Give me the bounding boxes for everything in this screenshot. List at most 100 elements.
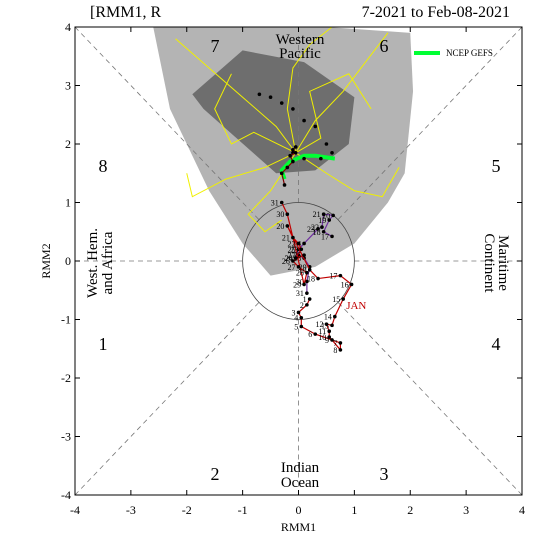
day-label: 3 — [292, 308, 296, 317]
observed-point — [305, 303, 309, 307]
observed-point — [291, 235, 295, 240]
ensemble-line — [295, 152, 400, 198]
day-label: 27 — [288, 263, 296, 272]
day-label: 15 — [332, 295, 340, 304]
guide-line — [74, 302, 260, 496]
observed-point — [302, 253, 306, 257]
observed-point — [324, 322, 329, 326]
day-label: 18 — [307, 275, 315, 284]
observed-point — [327, 218, 332, 222]
region-label: West. Hem. — [85, 228, 101, 298]
ensemble-line — [247, 152, 297, 233]
day-label: 11 — [319, 327, 327, 336]
phase-label: 4 — [492, 334, 501, 354]
phase-label: 5 — [492, 156, 501, 176]
day-label: 9 — [325, 336, 329, 345]
day-label: 17 — [329, 272, 337, 281]
day-label: 2 — [300, 301, 304, 310]
day-label: 6 — [308, 330, 312, 339]
day-label: 22 — [311, 223, 319, 232]
observed-point — [327, 335, 332, 339]
day-label: 8 — [333, 346, 337, 355]
observed-point — [313, 332, 318, 336]
mean-dot — [324, 142, 329, 146]
day-label: 21 — [282, 234, 290, 243]
observed-point — [316, 276, 320, 281]
observed-point — [293, 150, 298, 155]
observed-point — [333, 314, 337, 319]
day-label: 7 — [333, 339, 337, 348]
day-label: 31 — [296, 289, 304, 298]
day-label: 29 — [293, 280, 301, 289]
observed-point — [330, 234, 334, 239]
day-label: 23 — [290, 245, 298, 254]
x-tick-label: -2 — [182, 503, 192, 517]
day-label: 24 — [285, 254, 293, 263]
mean-dot — [302, 156, 306, 161]
observed-point — [338, 273, 343, 278]
mean-dot — [291, 107, 295, 111]
observed-point — [338, 341, 343, 345]
observed-point — [279, 171, 284, 176]
observed-point — [293, 256, 298, 260]
observed-point — [305, 270, 309, 275]
observed-point — [302, 282, 306, 287]
day-label: 29 — [299, 263, 307, 272]
observed-point — [349, 282, 354, 287]
x-tick-label: 2 — [407, 503, 413, 517]
day-label: 21 — [313, 210, 321, 219]
observed-point — [341, 297, 346, 301]
observed-point — [316, 227, 320, 231]
region-label: Pacific — [279, 46, 321, 62]
day-label: 30 — [296, 277, 304, 286]
day-label: 19 — [299, 266, 307, 275]
observed-point — [288, 153, 292, 158]
day-label: 19 — [318, 216, 326, 225]
mean-dot — [268, 95, 273, 99]
region-label: Ocean — [281, 475, 320, 491]
observed-point — [321, 229, 326, 234]
observed-point — [305, 279, 309, 284]
y-tick-label: -1 — [61, 313, 71, 327]
month-label: JAN — [346, 300, 366, 312]
guide-line — [337, 302, 523, 496]
day-label: 25 — [288, 245, 296, 254]
region-label: Maritime — [495, 235, 511, 291]
observed-point — [296, 310, 301, 315]
observed-point — [296, 241, 301, 246]
observed-point — [320, 225, 324, 229]
observed-point — [282, 183, 287, 187]
phase-label: 1 — [99, 334, 108, 354]
observed-point — [299, 315, 304, 320]
day-label: 20 — [322, 211, 330, 220]
day-label: 10 — [318, 333, 326, 342]
observed-point — [330, 323, 334, 328]
x-tick-label: 1 — [351, 503, 357, 517]
x-tick-label: 0 — [296, 503, 302, 517]
mean-dot — [330, 150, 334, 155]
mean-dot — [319, 156, 323, 161]
x-tick-label: -1 — [238, 503, 248, 517]
legend-label: NCEP GEFS — [446, 48, 493, 58]
ensemble-line — [186, 152, 296, 198]
observed-point — [307, 297, 312, 301]
mean-dot — [279, 101, 284, 105]
ensemble-line — [286, 26, 333, 153]
title: [RMM1, R — [90, 4, 161, 21]
observed-point — [302, 241, 306, 246]
observed-point — [321, 212, 326, 216]
day-label: 31 — [271, 199, 279, 208]
unit-circle — [242, 202, 355, 320]
observed-point — [305, 291, 309, 295]
phase-label: 8 — [99, 156, 108, 176]
y-tick-label: 4 — [65, 20, 71, 34]
day-label: 13 — [321, 321, 329, 330]
region-label: and Africa — [100, 231, 116, 294]
phase-label: 6 — [380, 36, 389, 56]
day-label: 28 — [296, 269, 304, 278]
day-label: 12 — [315, 320, 323, 329]
day-label: 27 — [288, 251, 296, 260]
title: 7-2021 to Feb-08-2021 — [362, 4, 510, 21]
observed-point — [291, 148, 295, 152]
